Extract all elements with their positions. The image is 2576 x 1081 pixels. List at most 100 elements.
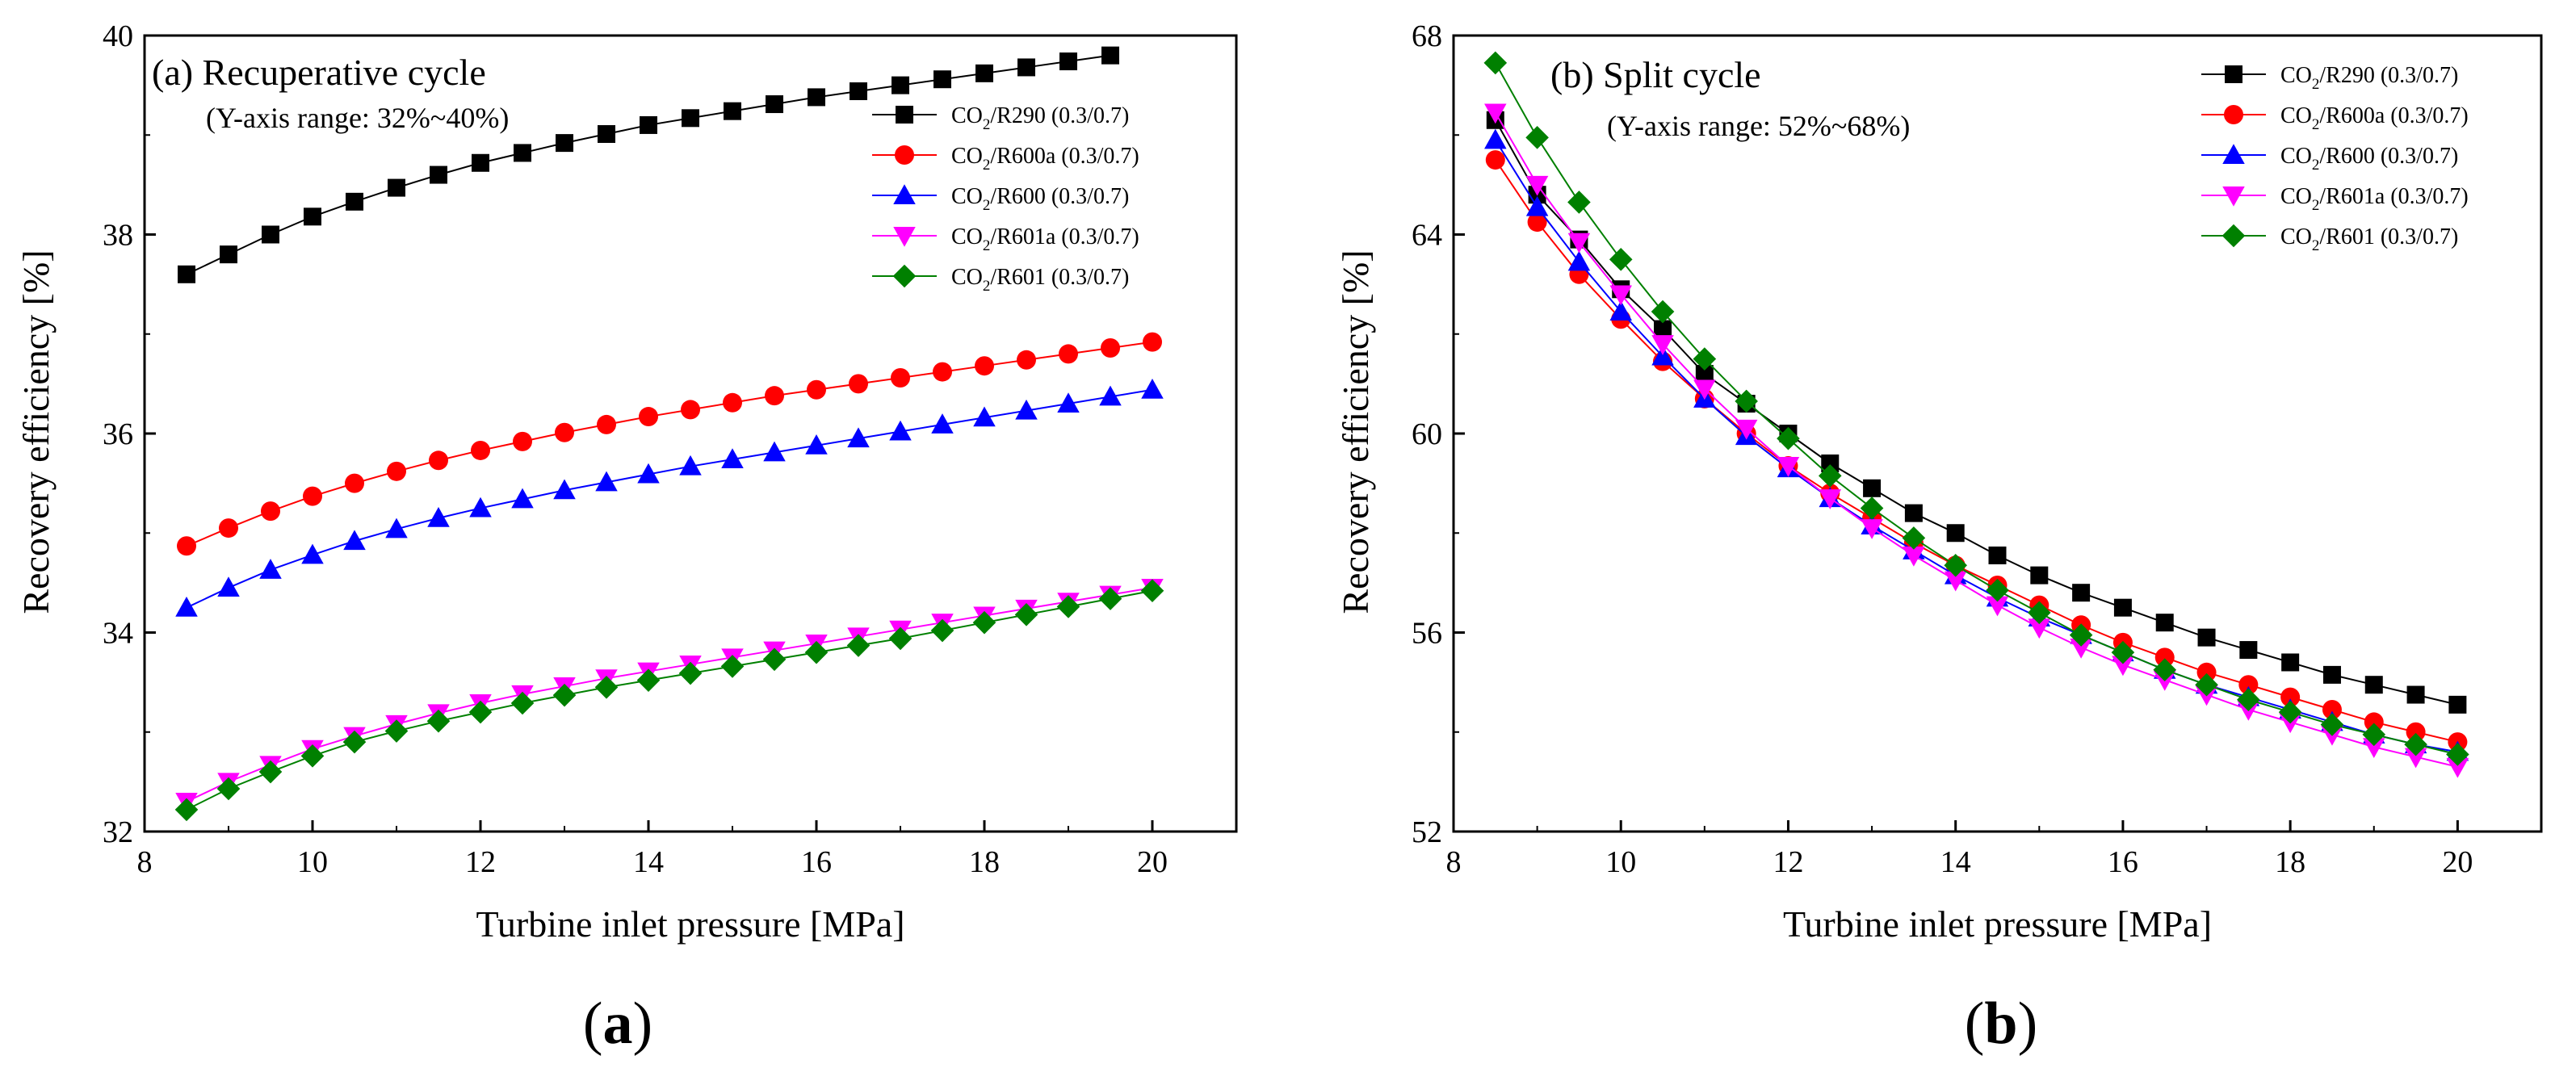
x-tick-label: 12 (465, 845, 496, 879)
data-point (556, 134, 573, 153)
panel-subtitle: (Y-axis range: 32%~40%) (206, 102, 509, 134)
data-point (2070, 638, 2092, 659)
data-point (1015, 399, 1038, 420)
data-point (1101, 338, 1120, 358)
series-2 (175, 379, 1164, 617)
series-0 (178, 46, 1119, 283)
series-line (186, 587, 1153, 802)
data-point (637, 463, 660, 484)
data-point (2197, 628, 2216, 647)
panel-title: (b) Split cycle (1550, 54, 1761, 95)
data-point (555, 422, 574, 442)
legend-marker (2224, 105, 2243, 124)
data-point (1821, 454, 1840, 472)
data-point (1609, 285, 1632, 306)
legend-marker (2222, 144, 2245, 164)
data-point (2406, 685, 2425, 704)
data-point (1695, 365, 1714, 383)
data-point (429, 450, 448, 471)
y-tick-label: 40 (103, 19, 133, 53)
data-point (2028, 601, 2051, 625)
data-point (219, 518, 238, 538)
series-line (1494, 139, 2458, 753)
legend-label: CO2/R600 (0.3/0.7) (2280, 144, 2458, 174)
data-point (426, 709, 451, 733)
data-point (346, 192, 363, 211)
data-point (217, 576, 240, 597)
data-point (2362, 723, 2386, 747)
data-point (514, 144, 531, 162)
data-point (175, 596, 198, 617)
data-point (2154, 647, 2175, 668)
data-point (343, 530, 366, 551)
data-point (682, 109, 699, 128)
x-tick-label: 16 (801, 845, 832, 879)
chart-panel-b: 8 10 12 14 16 18 20 52 56 60 64 68 Turbine inlet pre… (1335, 19, 2543, 1057)
panel-caption: (a) (583, 991, 652, 1057)
legend-label: CO2/R290 (0.3/0.7) (2280, 63, 2458, 93)
data-point (598, 125, 615, 144)
data-point (763, 441, 786, 462)
series-3 (175, 579, 1164, 813)
data-point (1525, 195, 1549, 216)
data-point (2320, 713, 2344, 736)
data-point (2278, 700, 2302, 724)
y-axis-title: Recovery efficiency [%] (1335, 249, 1376, 614)
data-point (1485, 150, 1505, 170)
data-point (721, 448, 744, 469)
legend-marker (893, 227, 916, 247)
legend-label: CO2/R601a (0.3/0.7) (951, 224, 1139, 254)
data-point (846, 634, 871, 657)
data-point (1141, 379, 1164, 399)
data-point (2069, 623, 2093, 647)
data-point (2404, 732, 2427, 756)
data-point (2112, 656, 2134, 677)
x-tick-label: 14 (1940, 845, 1971, 879)
data-point (2237, 688, 2260, 711)
data-point (1098, 587, 1122, 610)
data-point (2155, 614, 2174, 632)
data-point (891, 367, 910, 388)
data-point (2196, 662, 2217, 682)
legend-label: CO2/R290 (0.3/0.7) (951, 103, 1129, 133)
x-tick-label: 16 (2108, 845, 2138, 879)
data-point (1609, 248, 1633, 271)
data-point (933, 70, 951, 89)
data-point (1140, 579, 1164, 603)
data-point (594, 675, 619, 699)
y-tick-label: 38 (103, 219, 133, 253)
data-point (385, 517, 408, 538)
data-point (1099, 385, 1122, 406)
data-point (1527, 212, 1547, 233)
data-point (1059, 344, 1078, 364)
data-point (2072, 584, 2091, 602)
data-point (1525, 126, 1549, 149)
data-point (762, 647, 787, 672)
data-point (1986, 578, 2009, 602)
data-point (847, 427, 870, 448)
x-tick-label: 14 (633, 845, 664, 879)
data-point (973, 406, 996, 427)
data-point (303, 486, 322, 506)
data-point (1777, 457, 1800, 477)
data-point (636, 668, 661, 692)
legend-label: CO2/R601 (0.3/0.7) (951, 265, 1129, 295)
panel-subtitle: (Y-axis range: 52%~68%) (1607, 110, 1910, 142)
legend-marker (896, 106, 913, 124)
data-point (1057, 392, 1080, 413)
legend-label: CO2/R600 (0.3/0.7) (951, 184, 1129, 214)
data-point (850, 82, 867, 101)
data-point (1654, 320, 1672, 338)
data-point (2363, 738, 2385, 758)
data-point (174, 798, 199, 822)
series-4 (1483, 51, 2469, 766)
data-point (345, 473, 364, 493)
data-point (1944, 571, 1967, 592)
data-point (471, 440, 490, 460)
data-point (1567, 233, 1591, 253)
y-tick-label: 56 (1412, 617, 1442, 651)
data-point (427, 507, 450, 527)
y-tick-label: 36 (103, 417, 133, 451)
data-point (511, 488, 534, 509)
legend-label: CO2/R600a (0.3/0.7) (2280, 103, 2469, 133)
